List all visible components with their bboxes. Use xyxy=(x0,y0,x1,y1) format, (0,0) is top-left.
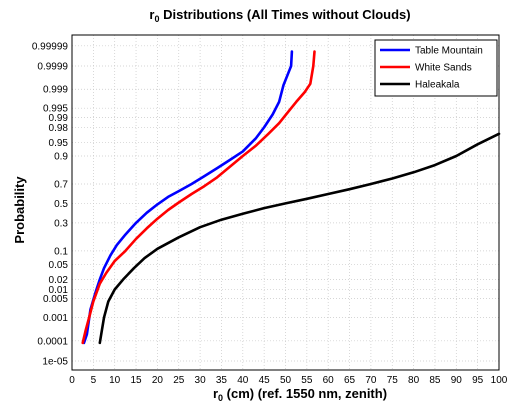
x-tick-label: 30 xyxy=(195,375,207,386)
chart-title-base: r xyxy=(149,7,154,22)
y-tick-label: 0.99999 xyxy=(32,41,69,52)
x-tick-label: 20 xyxy=(152,375,164,386)
x-tick-label: 50 xyxy=(280,375,292,386)
x-tick-label: 95 xyxy=(472,375,484,386)
y-tick-label: 0.999 xyxy=(43,85,68,96)
y-tick-label: 0.05 xyxy=(49,260,69,271)
y-tick-label: 0.01 xyxy=(49,285,69,296)
y-tick-label: 0.3 xyxy=(54,218,68,229)
y-tick-label: 0.5 xyxy=(54,199,68,210)
chart-title-subscript: 0 xyxy=(154,14,159,24)
grid xyxy=(71,35,500,370)
legend-label: Table Mountain xyxy=(415,46,483,57)
y-tick-label: 0.9999 xyxy=(37,62,68,73)
y-tick-label: 0.95 xyxy=(49,138,69,149)
y-tick-label: 0.99 xyxy=(49,113,69,124)
x-tick-label: 5 xyxy=(91,375,97,386)
y-tick-label: 0.001 xyxy=(43,313,68,324)
x-tick-label: 75 xyxy=(387,375,399,386)
x-tick-label: 60 xyxy=(323,375,335,386)
legend: Table Mountain White Sands Haleakala xyxy=(374,39,498,97)
y-axis-label: Probability xyxy=(12,176,27,244)
x-tick-label: 55 xyxy=(301,375,313,386)
y-tick-label: 0.98 xyxy=(49,123,69,134)
y-tick-label: 0.005 xyxy=(43,294,68,305)
x-tick-label: 85 xyxy=(429,375,441,386)
x-tick-label: 80 xyxy=(408,375,420,386)
x-tick-label: 35 xyxy=(216,375,228,386)
x-axis-ticks: 0 5 10 15 20 25 30 35 40 45 50 55 60 65 70 75 80 85 90 95 10… xyxy=(69,375,508,386)
x-axis-label-subscript: 0 xyxy=(218,393,223,403)
y-tick-label: 0.9 xyxy=(54,151,68,162)
chart-title-rest: Distributions (All Times without Clouds) xyxy=(159,7,410,22)
y-tick-label: 0.995 xyxy=(43,104,68,115)
y-tick-label: 0.1 xyxy=(54,246,68,257)
x-tick-label: 70 xyxy=(365,375,377,386)
y-tick-label: 0.02 xyxy=(49,275,69,286)
plot-area-frame xyxy=(71,34,500,371)
x-tick-label: 40 xyxy=(237,375,249,386)
plot-lines xyxy=(81,50,501,345)
x-tick-label: 100 xyxy=(491,375,508,386)
y-tick-label: 1e-05 xyxy=(42,357,68,368)
series-line xyxy=(82,50,294,345)
x-axis-label-base: r xyxy=(213,386,218,401)
x-tick-label: 65 xyxy=(344,375,356,386)
x-tick-label: 25 xyxy=(173,375,185,386)
y-tick-label: 0.7 xyxy=(54,180,68,191)
y-tick-label: 0.0001 xyxy=(37,336,68,347)
x-axis-label-rest: (cm) (ref. 1550 nm, zenith) xyxy=(223,386,387,401)
x-axis-label: r0 (cm) (ref. 1550 nm, zenith) xyxy=(213,386,387,403)
x-tick-label: 15 xyxy=(130,375,142,386)
legend-label: White Sands xyxy=(415,63,472,74)
chart-title: r0 Distributions (All Times without Clou… xyxy=(149,7,410,24)
series-line xyxy=(98,132,501,345)
x-tick-label: 0 xyxy=(69,375,75,386)
x-tick-label: 90 xyxy=(451,375,463,386)
legend-label: Haleakala xyxy=(415,80,460,91)
x-tick-label: 45 xyxy=(259,375,271,386)
series-line xyxy=(81,50,316,345)
x-tick-label: 10 xyxy=(109,375,121,386)
